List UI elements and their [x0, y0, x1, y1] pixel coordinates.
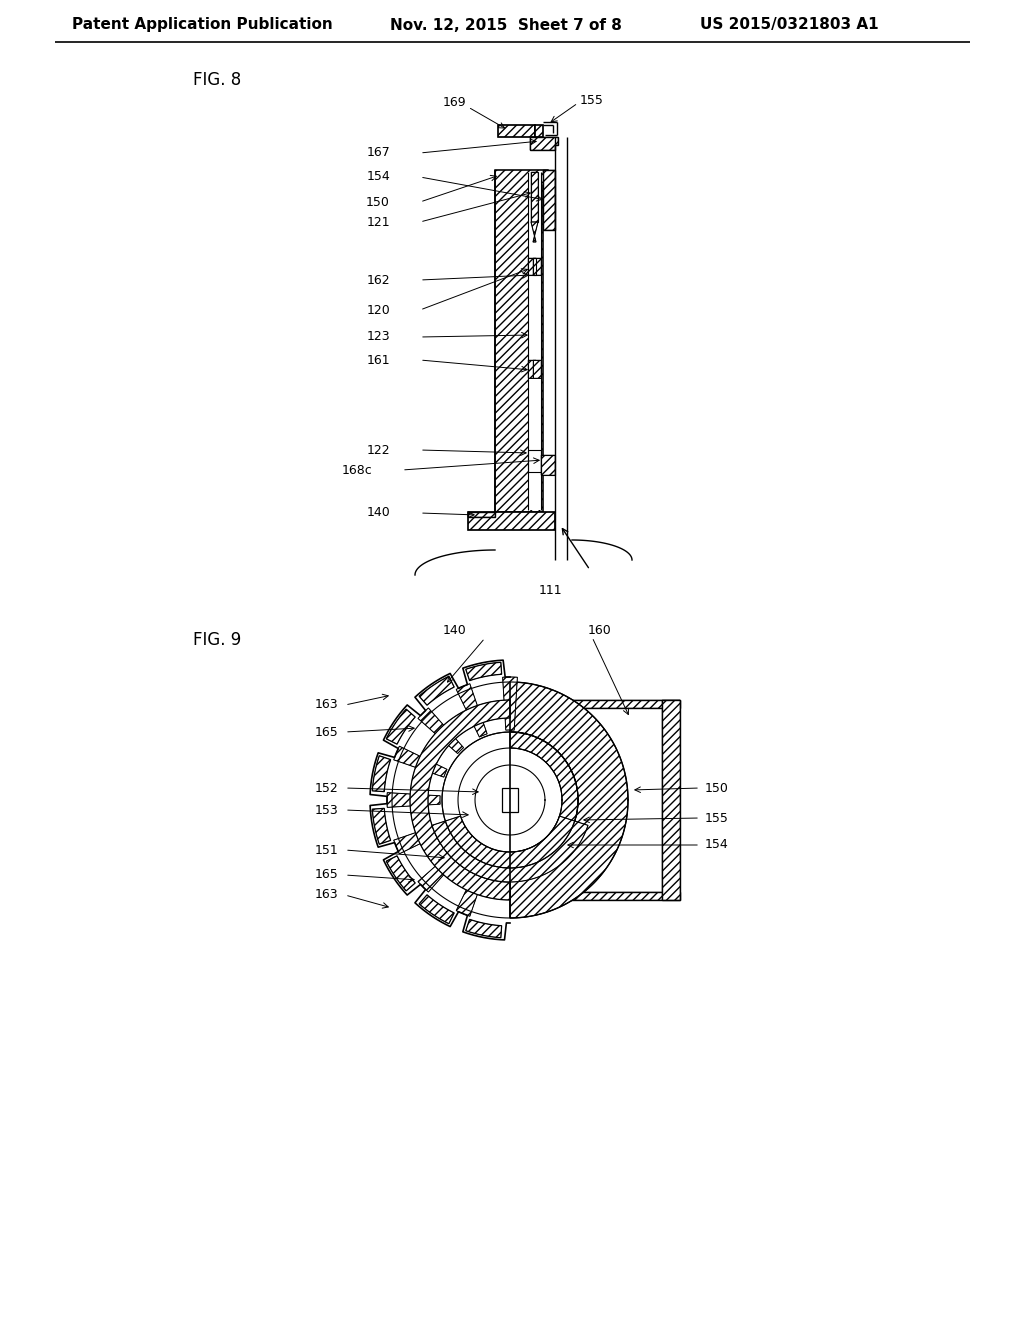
Text: FIG. 8: FIG. 8 [193, 71, 242, 88]
Text: 154: 154 [705, 838, 729, 851]
Polygon shape [510, 682, 628, 917]
Polygon shape [466, 663, 502, 681]
Polygon shape [528, 450, 541, 473]
Polygon shape [495, 170, 548, 512]
Polygon shape [498, 125, 535, 137]
Text: 155: 155 [580, 94, 604, 107]
Polygon shape [531, 222, 538, 242]
Text: 150: 150 [367, 195, 390, 209]
Text: 162: 162 [367, 273, 390, 286]
Polygon shape [528, 172, 541, 510]
Polygon shape [528, 360, 536, 378]
Polygon shape [510, 892, 680, 900]
Polygon shape [503, 677, 517, 730]
Polygon shape [541, 455, 555, 475]
Polygon shape [534, 257, 541, 275]
Polygon shape [468, 512, 495, 517]
Polygon shape [510, 733, 578, 869]
Polygon shape [457, 684, 487, 737]
Text: 140: 140 [443, 623, 467, 636]
Polygon shape [419, 895, 455, 924]
Polygon shape [531, 172, 538, 222]
Text: 168c: 168c [341, 463, 372, 477]
Polygon shape [418, 708, 464, 754]
Polygon shape [386, 709, 415, 744]
Text: 167: 167 [367, 147, 390, 160]
Polygon shape [386, 855, 415, 891]
Polygon shape [530, 137, 558, 150]
Text: 123: 123 [367, 330, 390, 343]
Text: Nov. 12, 2015  Sheet 7 of 8: Nov. 12, 2015 Sheet 7 of 8 [390, 17, 622, 33]
Polygon shape [373, 756, 390, 792]
Text: 152: 152 [315, 781, 339, 795]
Text: 151: 151 [315, 843, 339, 857]
Polygon shape [528, 257, 536, 275]
Text: 169: 169 [443, 96, 467, 110]
Text: 160: 160 [588, 623, 612, 636]
Text: 120: 120 [367, 304, 390, 317]
Text: FIG. 9: FIG. 9 [193, 631, 242, 649]
Text: US 2015/0321803 A1: US 2015/0321803 A1 [700, 17, 879, 33]
Text: 163: 163 [315, 888, 339, 902]
Text: 140: 140 [367, 507, 390, 520]
Text: 122: 122 [367, 444, 390, 457]
Text: 165: 165 [315, 726, 339, 738]
Polygon shape [535, 125, 543, 137]
Text: 153: 153 [315, 804, 339, 817]
Polygon shape [394, 822, 447, 854]
Text: 161: 161 [367, 354, 390, 367]
Polygon shape [419, 676, 455, 705]
Polygon shape [457, 863, 487, 916]
Polygon shape [418, 846, 464, 892]
Text: Patent Application Publication: Patent Application Publication [72, 17, 333, 33]
Text: 163: 163 [315, 698, 339, 711]
Polygon shape [410, 700, 510, 900]
Polygon shape [468, 512, 555, 531]
Text: 150: 150 [705, 781, 729, 795]
Bar [502, 788, 518, 812]
Text: 111: 111 [539, 583, 562, 597]
Text: 154: 154 [367, 170, 390, 183]
Text: 155: 155 [705, 812, 729, 825]
Polygon shape [534, 360, 541, 378]
Polygon shape [543, 170, 555, 230]
Polygon shape [373, 808, 390, 845]
Polygon shape [466, 919, 502, 937]
Text: 121: 121 [367, 215, 390, 228]
Polygon shape [510, 700, 680, 708]
Text: 165: 165 [315, 869, 339, 882]
Polygon shape [662, 700, 680, 900]
Polygon shape [394, 746, 447, 777]
Polygon shape [432, 816, 588, 882]
Polygon shape [387, 792, 440, 808]
